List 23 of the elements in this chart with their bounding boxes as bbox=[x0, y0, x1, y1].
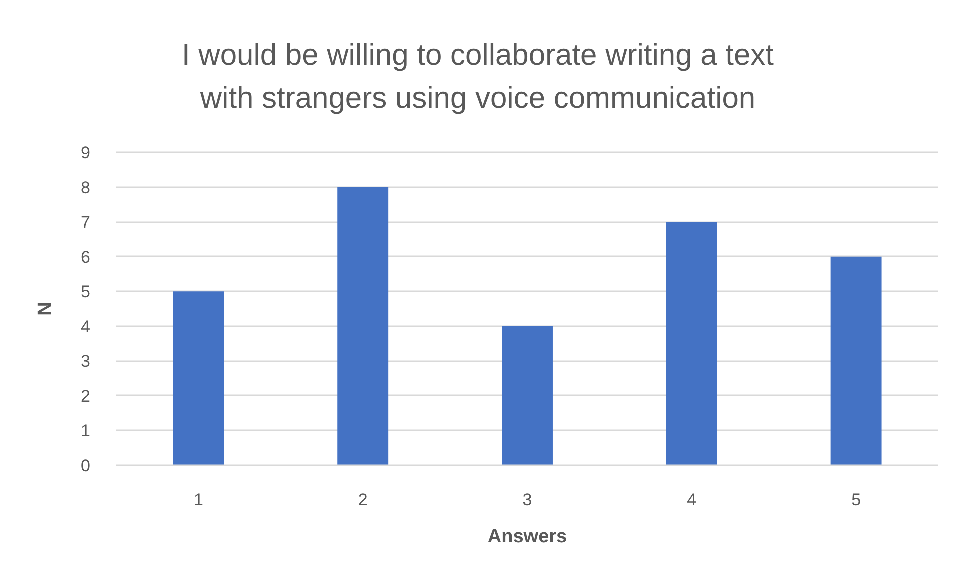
y-tick-label: 4 bbox=[81, 317, 91, 336]
y-tick-label: 3 bbox=[81, 352, 91, 372]
chart-title: I would be willing to collaborate writing a text with strangers using voice communication bbox=[182, 38, 774, 117]
y-tick-label: 7 bbox=[81, 213, 91, 232]
y-tick-label: 0 bbox=[81, 456, 91, 476]
bar bbox=[830, 256, 882, 466]
bar bbox=[338, 187, 389, 466]
bar bbox=[502, 326, 553, 466]
x-tick-label: 2 bbox=[358, 490, 368, 510]
y-tick-label: 6 bbox=[81, 248, 91, 267]
y-tick-label: 1 bbox=[81, 422, 91, 441]
y-axis-title: N bbox=[35, 302, 56, 316]
x-tick-label: 5 bbox=[852, 490, 862, 510]
y-tick-label: 9 bbox=[81, 144, 91, 162]
x-tick-label: 3 bbox=[522, 490, 532, 510]
x-tick-label: 1 bbox=[194, 490, 204, 510]
y-tick-label: 8 bbox=[81, 178, 91, 198]
x-axis-title: Answers bbox=[488, 526, 568, 548]
y-tick-label: 5 bbox=[81, 282, 91, 302]
x-tick-label: 4 bbox=[687, 490, 697, 510]
bar bbox=[666, 222, 718, 466]
y-tick-label: 2 bbox=[81, 386, 91, 406]
bar bbox=[173, 292, 224, 466]
